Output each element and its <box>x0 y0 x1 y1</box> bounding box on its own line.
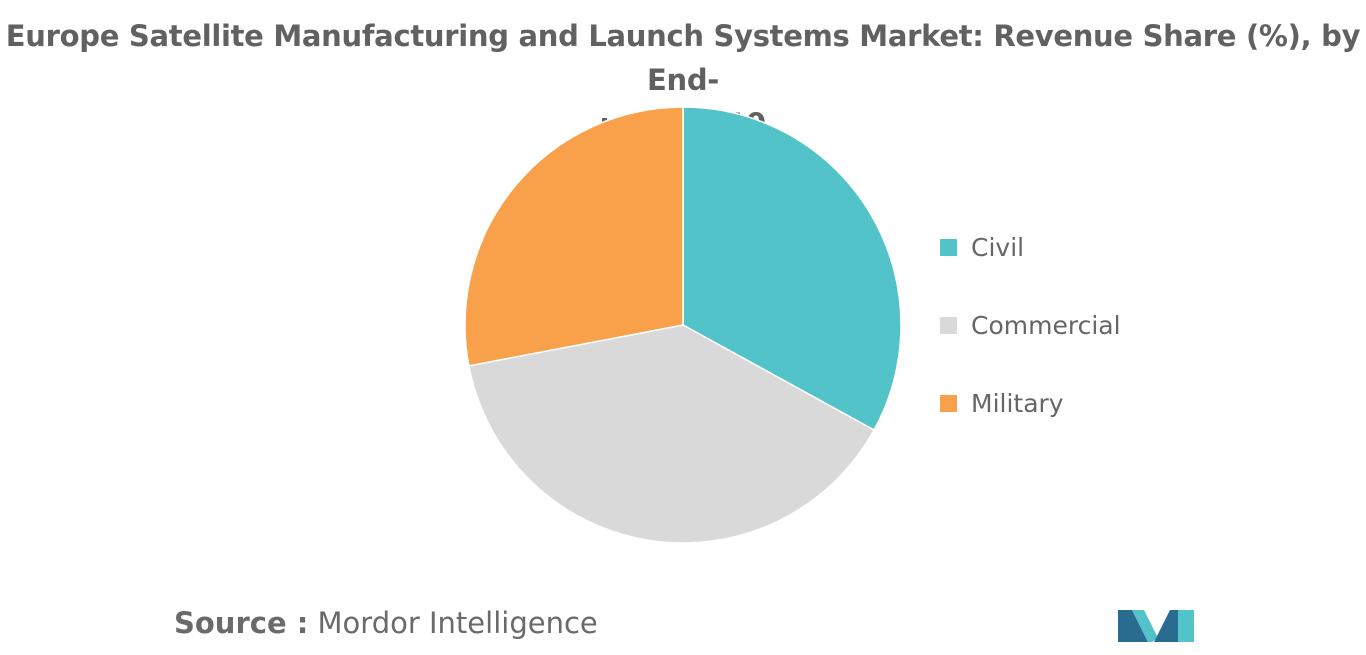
legend-label-commercial: Commercial <box>971 311 1121 340</box>
legend-label-military: Military <box>971 389 1064 418</box>
legend-swatch-civil <box>940 239 957 256</box>
logo-shape-center <box>1132 610 1158 642</box>
chart-title-line-1: Europe Satellite Manufacturing and Launc… <box>5 19 1361 97</box>
chart-title: Europe Satellite Manufacturing and Launc… <box>0 14 1366 146</box>
logo-shape-right <box>1154 610 1178 642</box>
legend-item-military: Military <box>940 384 1121 423</box>
mordor-intelligence-logo-icon <box>1118 610 1194 642</box>
legend-swatch-commercial <box>940 317 957 334</box>
pie-slice-civil <box>682 106 902 432</box>
logo-shape-far-right <box>1178 610 1194 642</box>
legend-label-civil: Civil <box>971 233 1025 262</box>
legend-item-civil: Civil <box>940 228 1121 267</box>
chart-legend: Civil Commercial Military <box>940 228 1121 462</box>
pie-slice-military <box>464 106 684 367</box>
source-credit: Source : Mordor Intelligence <box>174 606 598 640</box>
logo-shape-left <box>1118 610 1148 642</box>
legend-swatch-military <box>940 395 957 412</box>
legend-item-commercial: Commercial <box>940 306 1121 345</box>
pie-slice-commercial <box>467 324 876 544</box>
source-text: Mordor Intelligence <box>317 606 598 640</box>
source-label: Source : <box>174 606 309 640</box>
